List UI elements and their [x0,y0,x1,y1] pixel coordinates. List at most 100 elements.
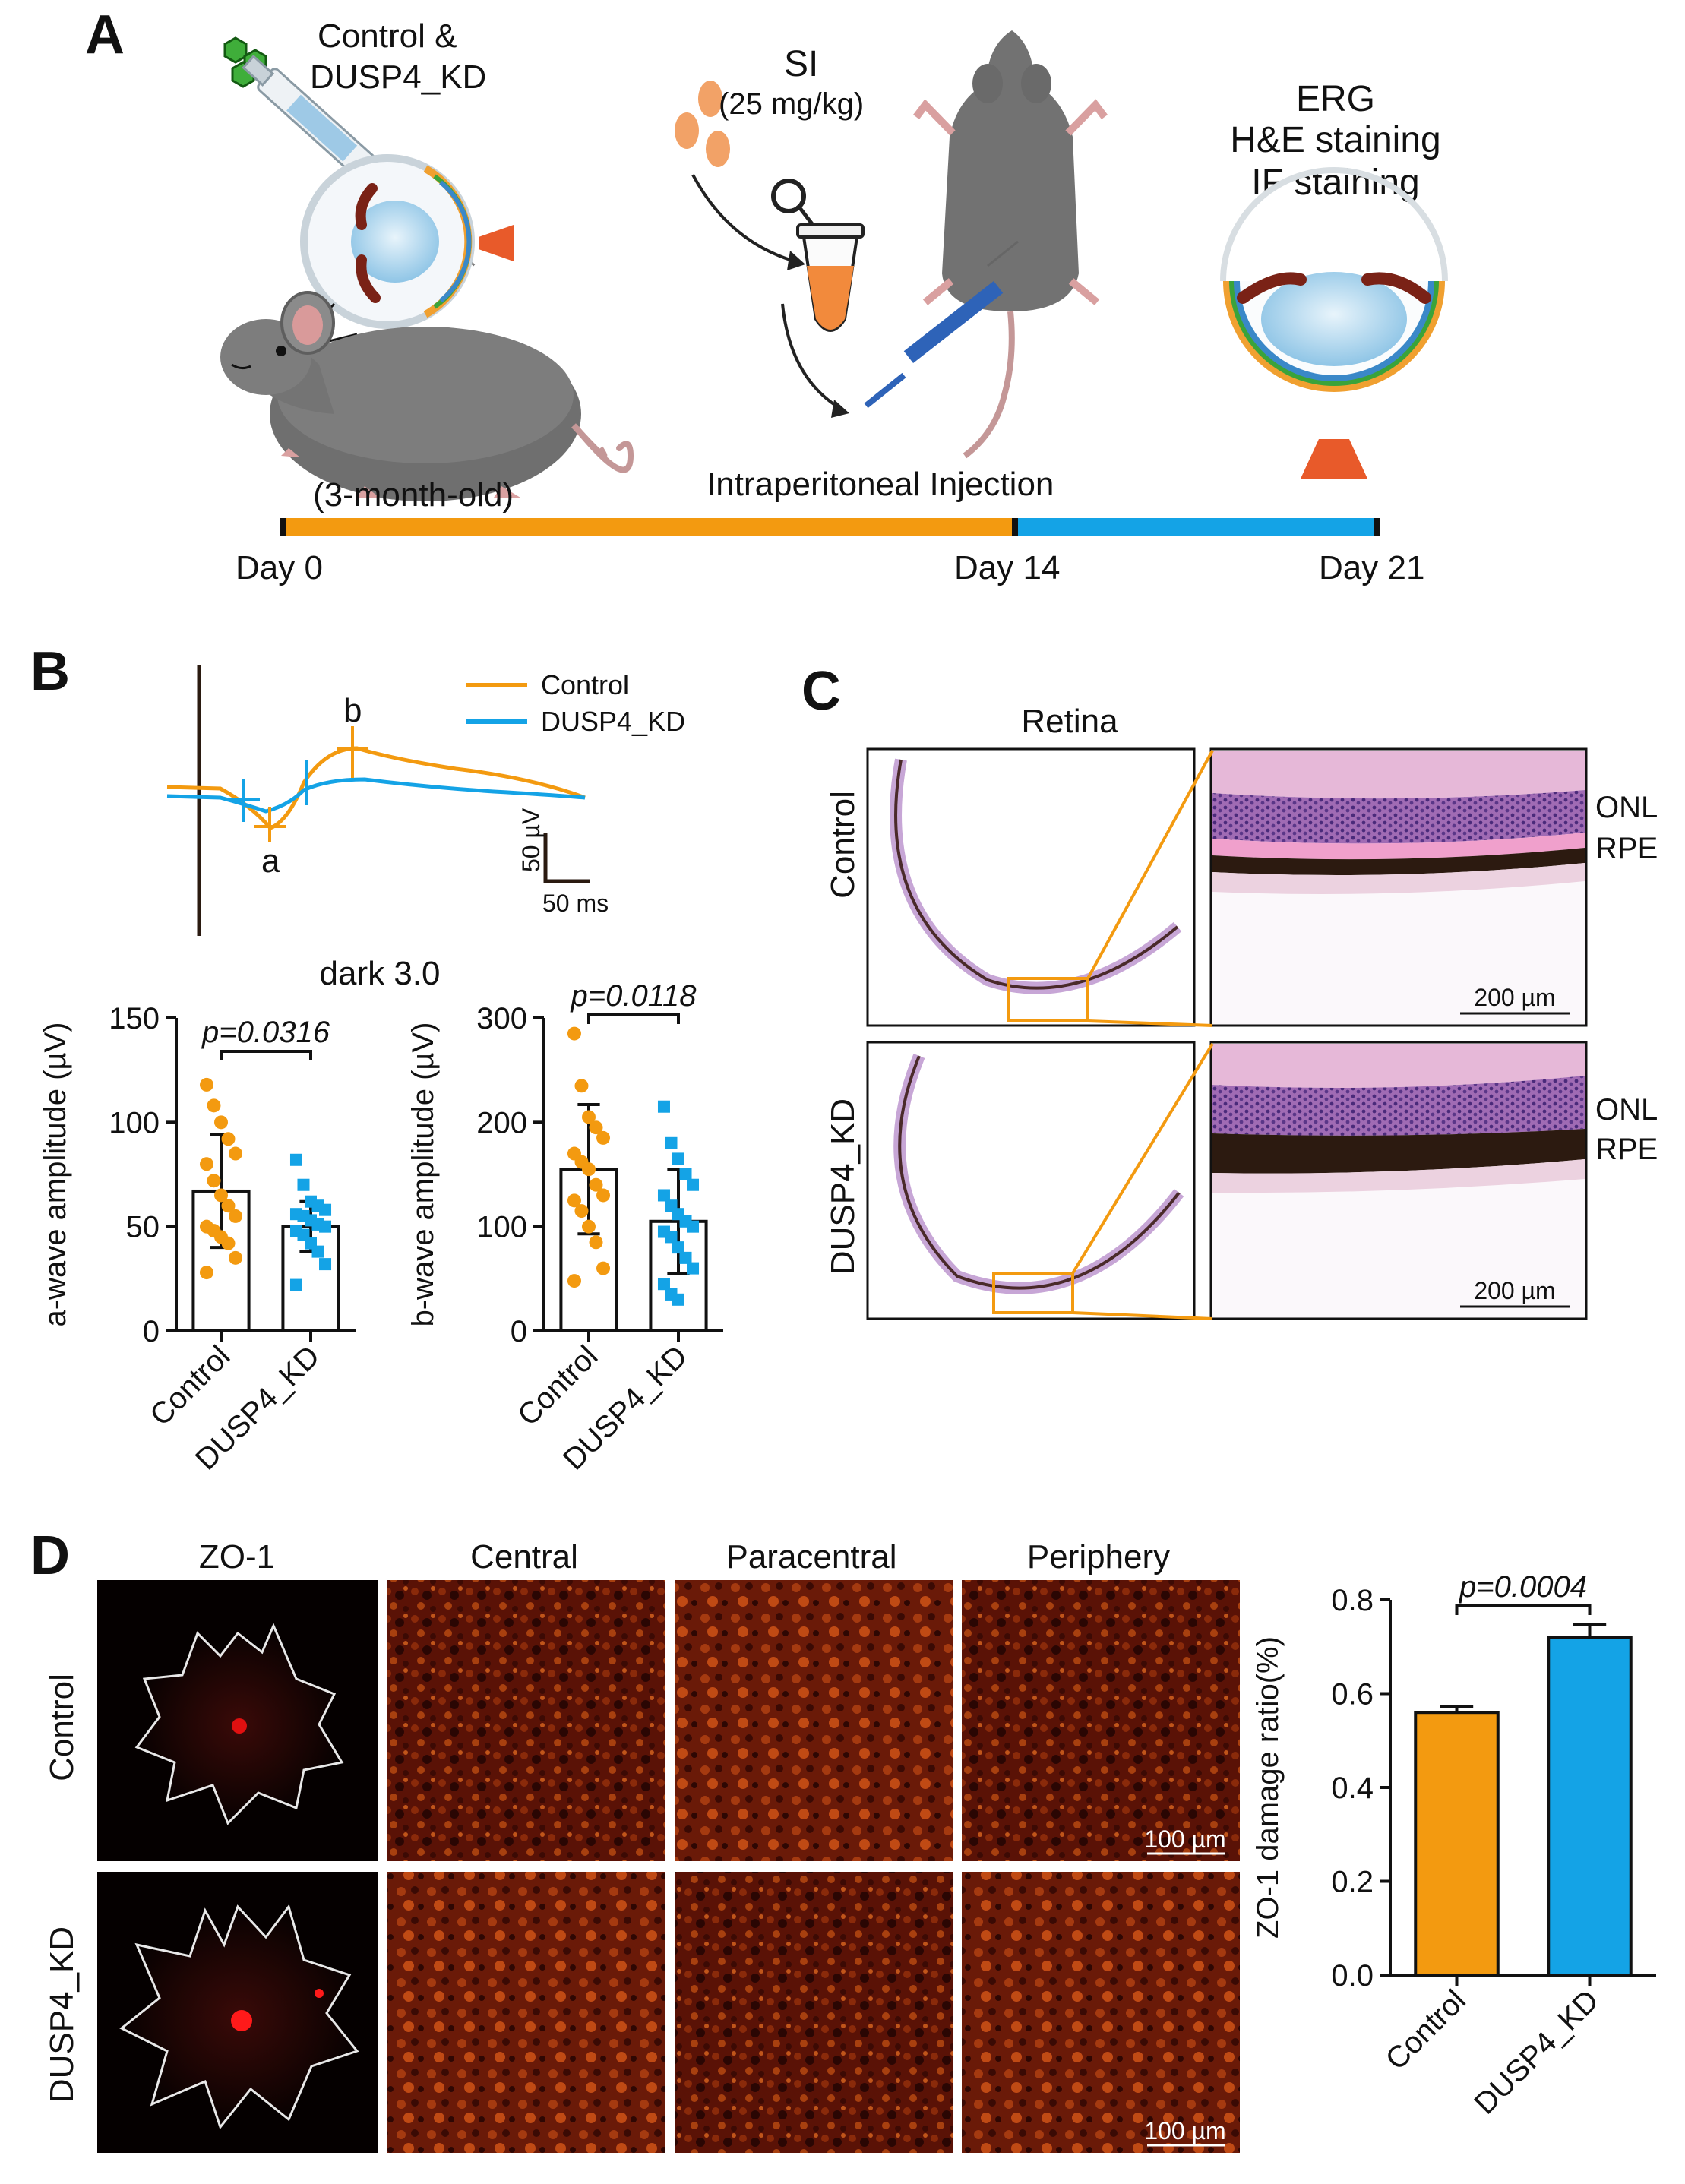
scale-amplitude: 50 µV [517,808,545,872]
data-point [582,1219,596,1234]
data-point [567,1193,581,1208]
x-tick-label: Control [1380,1983,1472,2076]
data-point [582,1110,596,1124]
injection-label-line1: Control & [318,17,457,55]
row-label-dusp4-c: DUSP4_KD [824,1098,861,1275]
x-tick-label: DUSP4_KD [1468,1983,1604,2120]
y-tick-label: 100 [476,1211,527,1244]
timeline-phase-2 [1015,518,1377,536]
si-label: SI [784,44,818,84]
data-point [199,1157,213,1171]
y-tick-label: 0.6 [1331,1678,1374,1711]
eye-cross-section-icon [287,154,514,352]
data-point [574,1079,589,1093]
data-point [207,1174,221,1188]
he-overview-dusp4 [866,1041,1196,1320]
data-point [567,1274,581,1288]
y-tick-label: 0.8 [1331,1584,1374,1617]
col-label-zo1: ZO-1 [199,1538,275,1576]
bar-dusp4_kd [1547,1636,1633,1977]
col-label-periphery: Periphery [1027,1538,1170,1576]
y-tick-label: 0 [143,1315,160,1348]
y-tick-label: 300 [476,1002,527,1035]
y-tick-label: 0.2 [1331,1866,1374,1899]
data-point [679,1251,692,1264]
timeline-day-14: Day 14 [954,549,1060,586]
timeline-day-0: Day 0 [236,549,323,586]
layer-onl-dusp4: ONL [1595,1093,1658,1127]
significance-bracket [1455,1604,1592,1615]
data-point [596,1261,611,1275]
data-point [319,1203,332,1216]
significance-bracket [587,1013,680,1024]
data-point [229,1209,243,1223]
y-tick-label: 50 [126,1211,160,1244]
row-label-dusp4-d: DUSP4_KD [43,1926,81,2103]
wave-label-b: b [343,692,362,729]
data-point [589,1120,603,1135]
zo1-damage-chart: 0.0 0.2 0.4 0.6 0.8 ZO-1 damage ratio(%) Contr… [1251,1570,1656,2121]
scale-bar-control-d: 100 µm [1144,1825,1225,1853]
data-point [665,1231,678,1244]
data-point [289,1278,302,1291]
erg-trace-plot [166,665,590,936]
si-pills-icon [675,81,805,270]
legend-dusp4: DUSP4_KD [541,706,685,737]
data-point [297,1178,310,1191]
bar-control [1414,1711,1500,1977]
data-point [207,1098,221,1113]
si-dose-label: (25 mg/kg) [719,87,864,121]
data-point [221,1236,236,1250]
wave-label-a: a [261,842,280,880]
zo1-flatmount-dusp4 [97,1872,378,2153]
data-point [687,1178,700,1191]
scale-bar-dusp4-d: 100 µm [1144,2117,1225,2144]
panel-b: B a b Control DUSP4_KD 50 µV 50 ms dark … [30,641,723,1477]
y-tick-label: 0 [511,1315,527,1348]
data-point [199,1266,213,1280]
y-tick-label: 0.4 [1331,1772,1374,1805]
mouse-side-icon [220,291,634,501]
tube-icon [771,179,865,418]
data-point [229,1250,243,1265]
data-point [214,1188,228,1203]
data-point [319,1220,332,1233]
readout-he: H&E staining [1230,120,1440,160]
data-point [687,1262,700,1275]
data-point [221,1132,236,1146]
data-point [596,1130,611,1145]
route-label: Intraperitoneal Injection [707,466,1054,503]
p-value-label: p=0.0004 [1459,1570,1587,1604]
data-point [687,1220,700,1233]
data-point [657,1189,670,1202]
panel-c: C Retina Control DUSP4_KD 200 µm ONL RPE [801,661,1658,1320]
col-label-central: Central [470,1538,578,1576]
erg-trace-dusp4 [166,777,586,814]
zo1-paracentral-dusp4 [675,1872,953,2153]
data-point [596,1188,611,1203]
y-tick-label: 200 [476,1106,527,1139]
col-label-paracentral: Paracentral [726,1538,896,1576]
data-point [672,1241,684,1254]
timeline [280,518,1380,536]
condition-label: dark 3.0 [320,955,441,992]
p-value-label: p=0.0316 [201,1016,330,1049]
data-point [319,1258,332,1271]
zo1-paracentral-control [675,1580,953,1861]
data-point [672,1152,684,1165]
significance-bracket [220,1050,312,1060]
readout-erg: ERG [1296,79,1375,119]
data-point [214,1115,228,1130]
data-point [199,1077,213,1092]
y-tick-label: 150 [109,1002,160,1035]
data-point [311,1245,324,1258]
data-point [657,1278,670,1291]
layer-rpe-control: RPE [1595,832,1658,865]
panel-label-d: D [30,1525,70,1586]
panel-d: D ZO-1 Central Paracentral Periphery Con… [30,1525,1656,2153]
panel-label-c: C [801,661,841,722]
panel-label-a: A [85,5,125,65]
y-axis-label: b-wave amplitude (µV) [406,1022,440,1327]
zo1-periphery-dusp4 [962,1872,1240,2153]
